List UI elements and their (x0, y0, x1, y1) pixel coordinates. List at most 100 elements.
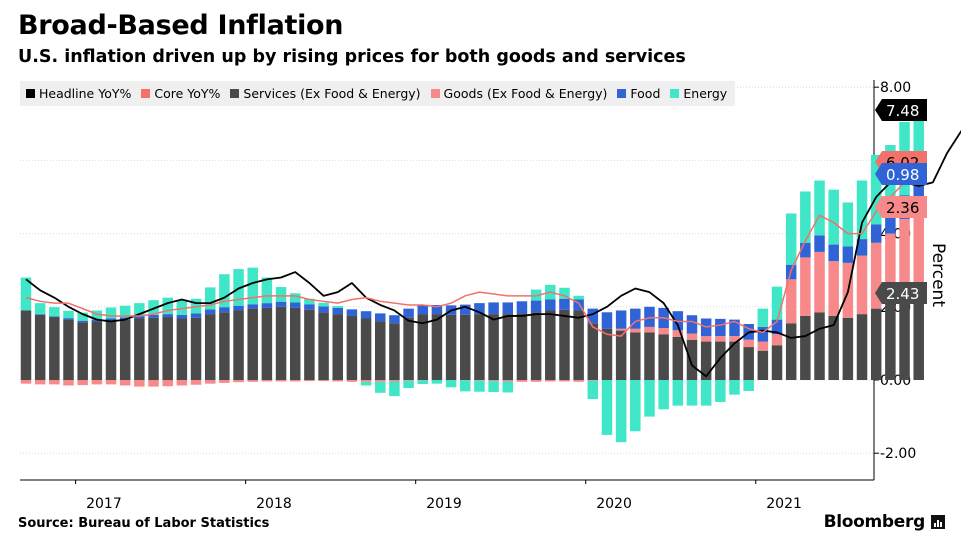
bar-food (615, 310, 627, 329)
bar-goods (743, 339, 754, 348)
bar-food (460, 304, 471, 315)
bar-energy (332, 306, 343, 308)
bar-food (346, 309, 358, 316)
bar-services (644, 332, 655, 380)
bar-energy (488, 381, 499, 393)
bar-food (828, 244, 839, 262)
bar-energy (417, 380, 429, 385)
legend-label-headline: Headline YoY% (39, 86, 132, 101)
bar-services (856, 314, 868, 380)
chart-subtitle: U.S. inflation driven up by rising price… (18, 47, 686, 67)
bar-energy (360, 381, 372, 386)
bar-goods (573, 380, 584, 382)
bar-energy (870, 154, 882, 225)
bar-energy (502, 381, 514, 393)
bar-services (445, 314, 457, 380)
bar-energy (715, 380, 726, 402)
bar-services (828, 315, 839, 380)
bar-services (332, 314, 343, 380)
bar-food (77, 320, 88, 323)
bar-food (573, 299, 584, 311)
end-label-services: 2.43 (875, 282, 927, 304)
legend-label-goods: Goods (Ex Food & Energy) (443, 86, 608, 101)
bar-food (148, 314, 159, 318)
bar-services (700, 341, 712, 380)
bar-services (771, 345, 783, 380)
bar-services (913, 291, 924, 380)
bar-services (304, 309, 315, 380)
bloomberg-terminal-icon (931, 515, 945, 529)
y-axis-label: Percent (928, 243, 948, 307)
bar-food (856, 239, 868, 256)
bar-energy (785, 213, 797, 265)
bar-services (559, 309, 570, 380)
bar-energy (261, 277, 273, 304)
legend-item-energy[interactable]: Energy (670, 86, 727, 101)
bar-food (630, 308, 641, 329)
chart-legend: Headline YoY% Core YoY% Services (Ex Foo… (20, 81, 736, 106)
bar-energy (601, 380, 613, 435)
bar-services (814, 312, 825, 380)
legend-item-services[interactable]: Services (Ex Food & Energy) (230, 86, 421, 101)
bar-goods (233, 380, 244, 383)
legend-item-core[interactable]: Core YoY% (141, 86, 220, 101)
bar-food (375, 313, 386, 322)
bar-food (289, 302, 301, 308)
bar-energy (247, 267, 258, 305)
bar-food (814, 235, 825, 252)
bar-services (658, 334, 669, 380)
bar-energy (615, 380, 627, 443)
legend-item-goods[interactable]: Goods (Ex Food & Energy) (430, 86, 608, 101)
bar-goods (785, 279, 797, 324)
legend-label-core: Core YoY% (154, 86, 221, 101)
bar-goods (219, 380, 230, 383)
bar-goods (502, 380, 514, 382)
legend-item-headline[interactable]: Headline YoY% (26, 86, 131, 101)
bar-energy (573, 295, 584, 300)
bar-services (516, 313, 528, 380)
bar-goods (686, 333, 698, 340)
bar-goods (247, 380, 258, 382)
end-label-food: 0.98 (875, 163, 927, 185)
bar-food (417, 304, 429, 315)
bar-services (587, 323, 599, 380)
bar-services (105, 320, 117, 380)
bar-energy (77, 312, 88, 321)
bar-services (162, 317, 173, 380)
bar-energy (289, 293, 301, 303)
bar-food (686, 315, 698, 334)
bar-energy (233, 269, 244, 306)
end-label-bg (875, 99, 927, 121)
bar-services (672, 336, 684, 380)
bar-services (261, 307, 273, 380)
bar-services (502, 314, 514, 380)
bar-services (34, 314, 46, 380)
legend-swatch-energy (670, 89, 680, 98)
bar-food (502, 302, 514, 315)
bar-energy (49, 307, 60, 317)
core-line (25, 159, 920, 337)
bar-energy (148, 300, 159, 315)
bar-goods (828, 261, 839, 316)
bar-energy (559, 287, 570, 299)
legend-item-food[interactable]: Food (617, 86, 660, 101)
bar-services (91, 321, 103, 380)
bar-food (304, 304, 315, 310)
bar-goods (20, 380, 32, 384)
bar-food (559, 298, 570, 310)
bar-goods (346, 380, 358, 382)
bar-services (842, 317, 854, 380)
bar-energy (757, 308, 769, 327)
bar-goods (870, 242, 882, 309)
bar-energy (20, 277, 32, 311)
bar-energy (63, 310, 74, 319)
legend-label-food: Food (630, 86, 661, 101)
bar-food (261, 303, 273, 308)
bar-energy (304, 298, 315, 305)
bar-goods (318, 380, 329, 382)
bar-services (389, 323, 400, 380)
bar-services (530, 312, 542, 380)
bar-energy (445, 380, 457, 388)
bar-goods (587, 380, 599, 381)
bar-food (644, 306, 655, 327)
